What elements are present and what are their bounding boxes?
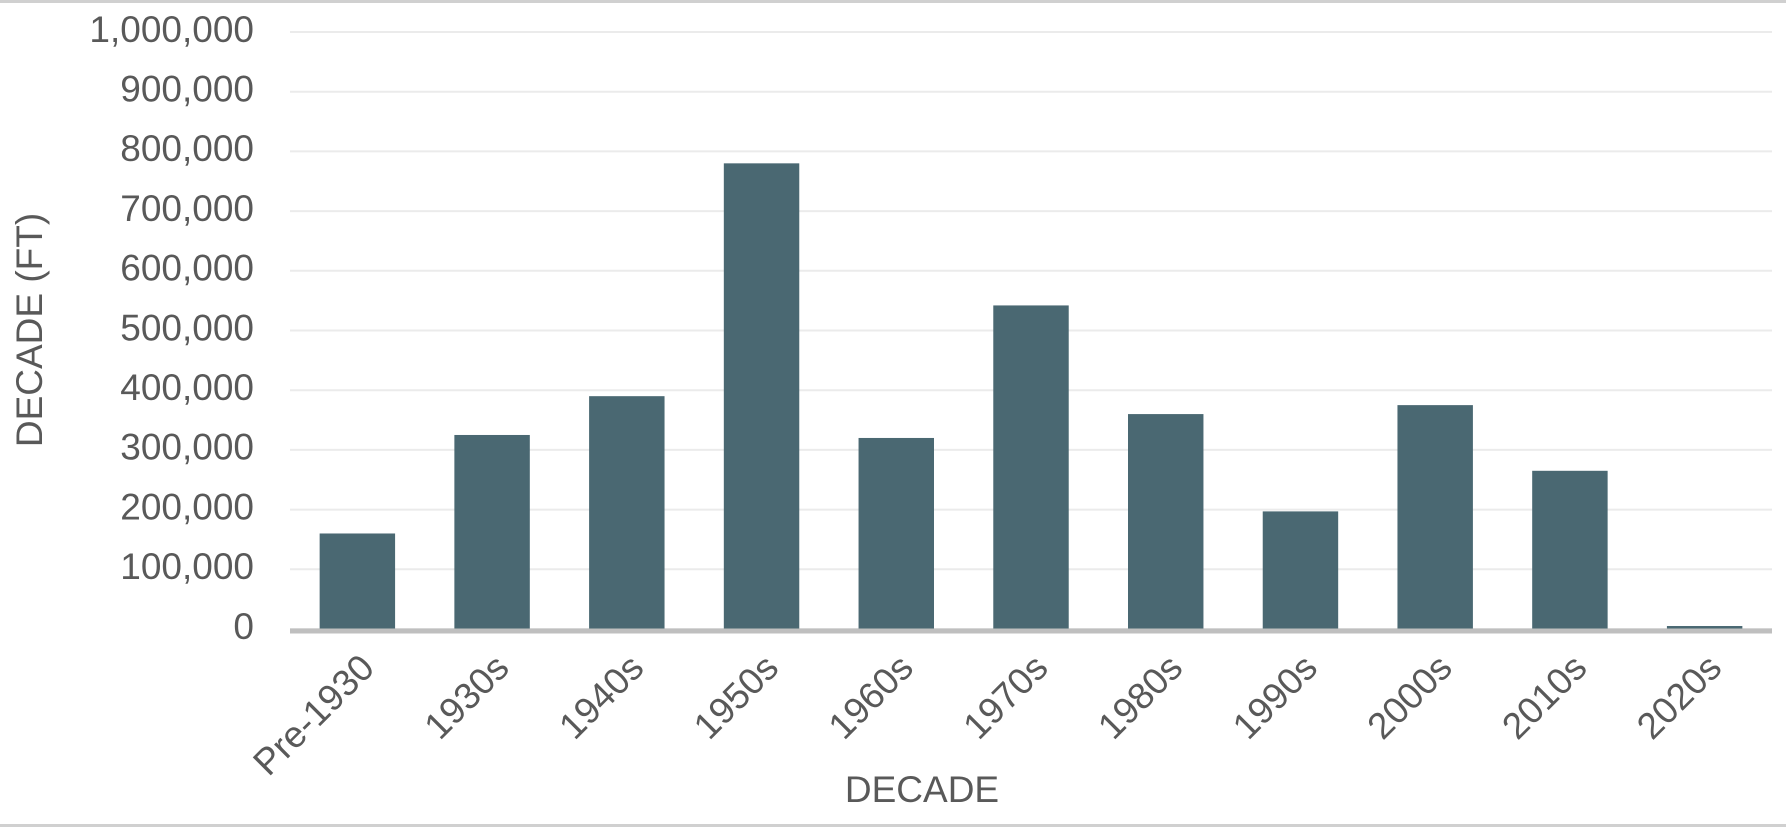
y-tick-label: 200,000 xyxy=(120,486,254,527)
y-tick-label: 400,000 xyxy=(120,367,254,408)
y-tick-label: 1,000,000 xyxy=(89,9,254,50)
x-tick-label: 1990s xyxy=(1225,647,1325,747)
x-tick-label: 1930s xyxy=(416,647,516,747)
x-tick-label: 1970s xyxy=(955,647,1055,747)
bar xyxy=(1128,414,1204,629)
y-tick-label: 700,000 xyxy=(120,188,254,229)
x-tick-label: 1960s xyxy=(821,647,921,747)
bar xyxy=(1532,470,1608,629)
y-tick-label: 900,000 xyxy=(120,68,254,109)
y-tick-label: 500,000 xyxy=(120,307,254,348)
x-axis-title: DECADE xyxy=(845,769,999,810)
y-tick-label: 600,000 xyxy=(120,248,254,289)
bar xyxy=(454,434,530,629)
x-tick-label: 1980s xyxy=(1090,647,1190,747)
x-tick-label: 1940s xyxy=(551,647,651,747)
y-tick-label: 100,000 xyxy=(120,546,254,587)
x-tick-label: 1950s xyxy=(686,647,786,747)
x-tick-label: 2010s xyxy=(1494,647,1594,747)
x-tick-label: 2020s xyxy=(1629,647,1729,747)
bar xyxy=(319,533,396,629)
bar xyxy=(858,437,934,629)
bar xyxy=(993,305,1069,629)
bar xyxy=(1666,626,1743,629)
bar xyxy=(723,163,800,629)
y-tick-label: 0 xyxy=(233,606,254,647)
bar xyxy=(589,396,665,629)
y-axis-title: DECADE (FT) xyxy=(9,213,50,447)
x-tick-label: Pre-1930 xyxy=(245,647,382,784)
bar xyxy=(1397,405,1473,629)
x-tick-label: 2000s xyxy=(1359,647,1459,747)
y-tick-label: 300,000 xyxy=(120,427,254,468)
y-tick-label: 800,000 xyxy=(120,128,254,169)
bar xyxy=(1262,511,1339,629)
